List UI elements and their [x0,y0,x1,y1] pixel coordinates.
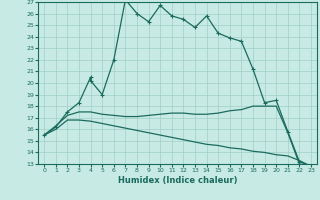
X-axis label: Humidex (Indice chaleur): Humidex (Indice chaleur) [118,176,237,185]
